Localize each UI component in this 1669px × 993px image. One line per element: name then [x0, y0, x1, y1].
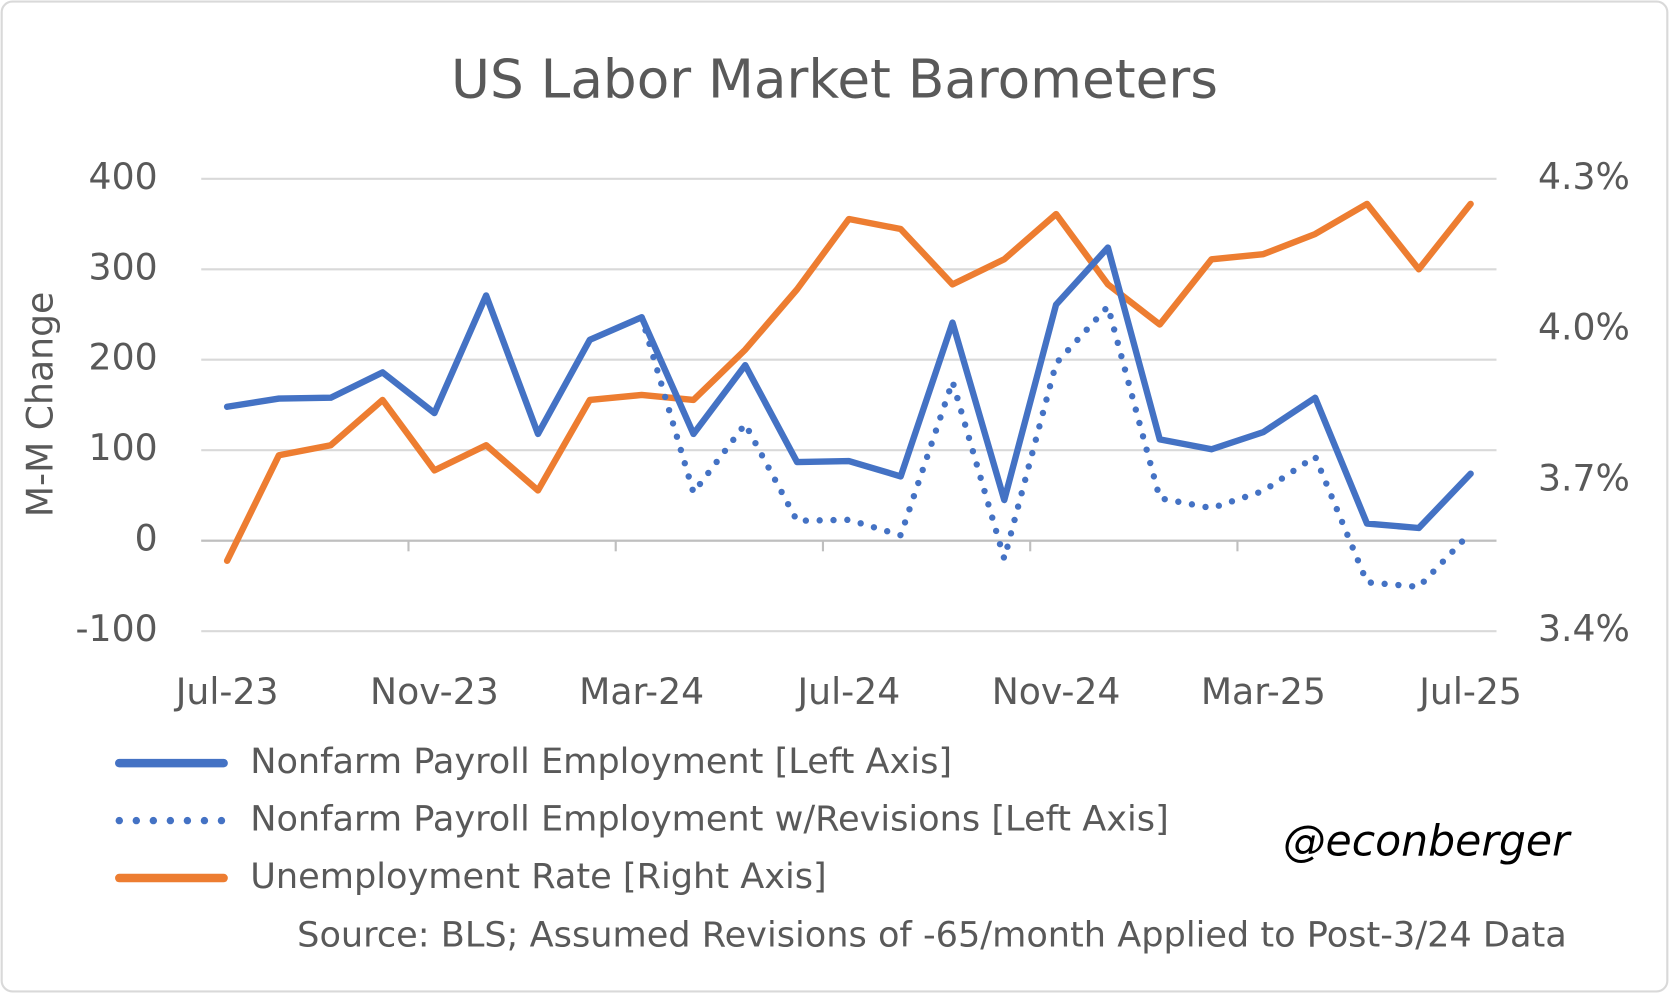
y2-tick-label: 4.0% [1538, 306, 1630, 349]
y-tick-label: -100 [76, 607, 158, 650]
dotted-line [638, 303, 1474, 591]
source-note: Source: BLS; Assumed Revisions of -65/mo… [297, 915, 1567, 956]
x-tick-label: Nov-24 [992, 670, 1121, 713]
y-tick-label: 0 [135, 517, 158, 560]
y-tick-label: 400 [89, 155, 158, 198]
y-tick-label: 300 [89, 245, 158, 288]
legend-label: Unemployment Rate [Right Axis] [250, 856, 827, 897]
y-axis-label: M-M Change [19, 292, 62, 517]
y-tick-label: 100 [89, 426, 158, 469]
x-tick-label: Jul-24 [796, 670, 901, 713]
y2-tick-label: 3.7% [1538, 456, 1630, 499]
watermark: @econberger [1283, 816, 1572, 866]
line [223, 200, 1474, 564]
legend-label: Nonfarm Payroll Employment w/Revisions [… [250, 799, 1169, 840]
x-tick-label: Mar-24 [579, 670, 704, 713]
y2-tick-label: 3.4% [1538, 607, 1630, 650]
x-tick-label: Nov-23 [370, 670, 499, 713]
y-tick-label: 200 [89, 336, 158, 379]
x-tick-label: Jul-23 [174, 670, 279, 713]
legend-label: Nonfarm Payroll Employment [Left Axis] [250, 741, 952, 782]
line [223, 244, 1474, 532]
x-tick-label: Mar-25 [1201, 670, 1326, 713]
x-tick-label: Jul-25 [1417, 670, 1522, 713]
chart-title: US Labor Market Barometers [451, 49, 1218, 111]
y2-tick-label: 4.3% [1538, 155, 1630, 198]
